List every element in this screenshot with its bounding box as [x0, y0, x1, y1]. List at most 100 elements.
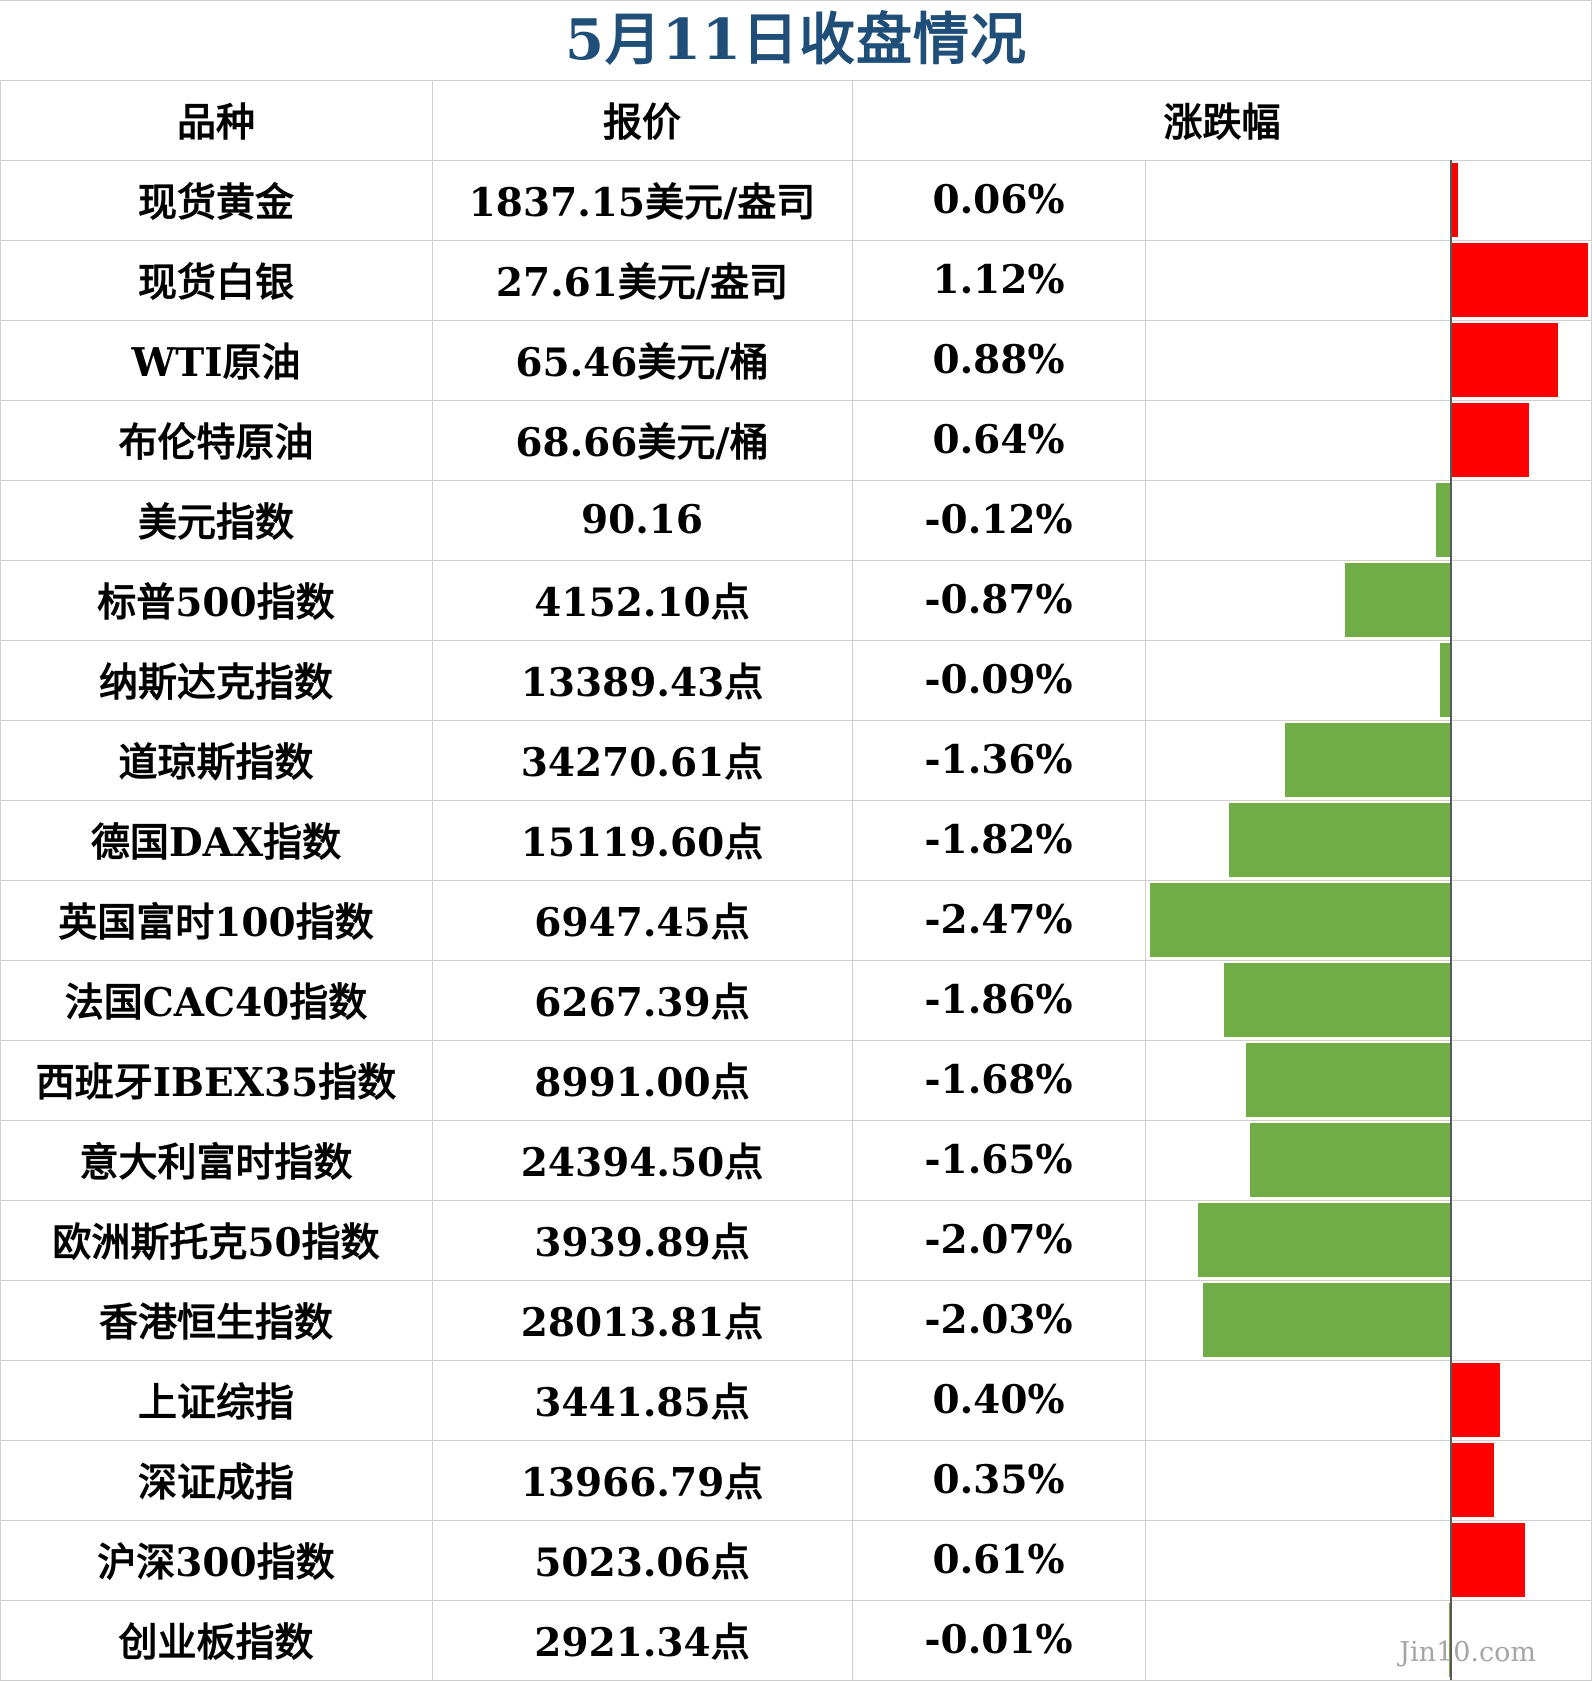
grid-line-h — [0, 1600, 1592, 1601]
bar-up — [1451, 163, 1458, 237]
grid-line-h — [0, 1360, 1592, 1361]
grid-line-h — [0, 1200, 1592, 1201]
grid-line-h — [0, 560, 1592, 561]
row-price: 27.61美元/盎司 — [495, 260, 789, 306]
row-name: 沪深300指数 — [97, 1540, 335, 1586]
grid-line-h — [0, 880, 1592, 881]
grid-line-h — [0, 480, 1592, 481]
row-change-label: -1.82% — [924, 817, 1073, 863]
grid-line-h — [0, 1280, 1592, 1281]
row-name: 布伦特原油 — [118, 420, 314, 466]
grid-line-h — [0, 1040, 1592, 1041]
grid-line-h — [0, 0, 1592, 1]
row-price: 6267.39点 — [534, 980, 750, 1026]
row-name: 英国富时100指数 — [58, 900, 374, 946]
row-change-label: -0.12% — [924, 497, 1073, 543]
row-name: 纳斯达克指数 — [98, 660, 333, 706]
row-name: 深证成指 — [137, 1460, 294, 1506]
bar-down — [1345, 563, 1451, 637]
row-change-label: -1.68% — [924, 1057, 1073, 1103]
grid-line-v — [0, 80, 1, 1680]
row-name: 创业板指数 — [118, 1620, 314, 1666]
row-price: 90.16 — [580, 497, 704, 543]
bar-up — [1451, 1443, 1494, 1517]
grid-line-h — [0, 640, 1592, 641]
row-price: 13966.79点 — [520, 1460, 764, 1506]
grid-line-h — [0, 1520, 1592, 1521]
bar-up — [1451, 323, 1558, 397]
page-title: 5月11日收盘情况 — [565, 7, 1027, 73]
row-change-label: -0.09% — [924, 657, 1073, 703]
row-change-label: -1.65% — [924, 1137, 1073, 1183]
row-name: 意大利富时指数 — [79, 1140, 353, 1186]
row-change-label: 0.64% — [932, 417, 1065, 463]
row-price: 4152.10点 — [534, 580, 750, 626]
bar-down — [1436, 483, 1451, 557]
row-change-label: 0.35% — [932, 1457, 1065, 1503]
row-name: 美元指数 — [137, 500, 294, 546]
row-price: 28013.81点 — [520, 1300, 764, 1346]
grid-line-h — [0, 720, 1592, 721]
bar-down — [1246, 1043, 1451, 1117]
row-name: 道琼斯指数 — [118, 740, 314, 786]
watermark: Jin10.com — [1399, 1637, 1536, 1668]
row-price: 15119.60点 — [520, 820, 764, 866]
bar-down — [1229, 803, 1451, 877]
row-name: 欧洲斯托克50指数 — [52, 1220, 380, 1266]
grid-line-h — [0, 800, 1592, 801]
row-name: 上证综指 — [137, 1380, 294, 1426]
grid-line-v — [1145, 160, 1146, 1680]
row-price: 24394.50点 — [520, 1140, 764, 1186]
row-change-label: -0.87% — [924, 577, 1073, 623]
row-change-label: -1.36% — [924, 737, 1073, 783]
grid-line-h — [0, 1680, 1592, 1681]
row-name: 香港恒生指数 — [98, 1300, 333, 1346]
row-price: 6947.45点 — [534, 900, 750, 946]
header-price: 报价 — [602, 100, 681, 146]
bar-down — [1203, 1283, 1451, 1357]
row-change-label: 1.12% — [932, 257, 1065, 303]
bar-up — [1451, 1523, 1525, 1597]
grid-line-h — [0, 1120, 1592, 1121]
row-change-label: -1.86% — [924, 977, 1073, 1023]
bar-up — [1451, 1363, 1500, 1437]
row-price: 2921.34点 — [534, 1620, 750, 1666]
row-change-label: 0.06% — [932, 177, 1065, 223]
grid-line-h — [0, 240, 1592, 241]
grid-line-h — [0, 960, 1592, 961]
bar-up — [1451, 243, 1588, 317]
row-name: 法国CAC40指数 — [64, 980, 368, 1026]
row-price: 8991.00点 — [534, 1060, 750, 1106]
row-change-label: -2.03% — [924, 1297, 1073, 1343]
row-name: WTI原油 — [131, 340, 301, 386]
grid-line-v — [432, 80, 433, 1680]
grid-line-h — [0, 160, 1592, 161]
grid-line-h — [0, 80, 1592, 81]
row-change-label: 0.40% — [932, 1377, 1065, 1423]
header-change: 涨跌幅 — [1163, 100, 1281, 146]
bar-down — [1198, 1203, 1451, 1277]
row-price: 3441.85点 — [534, 1380, 750, 1426]
row-price: 34270.61点 — [520, 740, 764, 786]
row-name: 标普500指数 — [97, 580, 335, 626]
grid-line-h — [0, 1440, 1592, 1441]
row-change-label: 0.88% — [932, 337, 1065, 383]
header-name: 品种 — [176, 100, 255, 146]
grid-line-h — [0, 320, 1592, 321]
zero-axis — [1450, 160, 1452, 1680]
bar-up — [1451, 403, 1529, 477]
bar-down — [1224, 963, 1451, 1037]
row-change-label: -0.01% — [924, 1617, 1073, 1663]
row-change-label: 0.61% — [932, 1537, 1065, 1583]
row-change-label: -2.47% — [924, 897, 1073, 943]
grid-line-v — [852, 80, 853, 1680]
row-price: 5023.06点 — [534, 1540, 750, 1586]
row-price: 65.46美元/桶 — [515, 340, 769, 386]
row-price: 1837.15美元/盎司 — [468, 180, 816, 226]
row-price: 3939.89点 — [534, 1220, 750, 1266]
row-name: 现货白银 — [137, 260, 294, 306]
row-change-label: -2.07% — [924, 1217, 1073, 1263]
row-name: 德国DAX指数 — [90, 820, 342, 866]
row-name: 现货黄金 — [137, 180, 294, 226]
